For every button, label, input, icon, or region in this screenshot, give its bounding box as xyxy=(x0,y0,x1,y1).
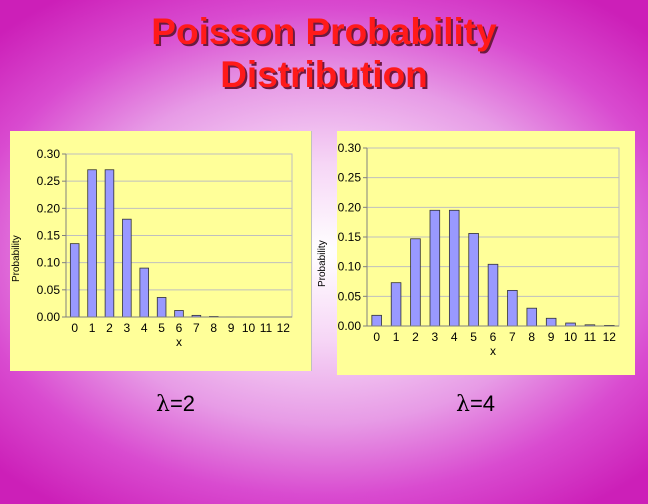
bar-9 xyxy=(545,317,557,327)
x-tick-label: 9 xyxy=(548,330,555,344)
x-tick-label: 11 xyxy=(584,330,597,344)
y-tick-label: 0.05 xyxy=(338,289,362,303)
x-tick-label: 12 xyxy=(603,330,617,344)
x-tick-label: 10 xyxy=(564,330,578,344)
y-tick-label: 0.30 xyxy=(338,141,362,155)
x-axis-label: x xyxy=(490,344,496,358)
bar-0 xyxy=(371,314,382,327)
x-tick-label: 2 xyxy=(106,321,113,335)
y-tick-label: 0.15 xyxy=(37,229,61,243)
bar-6 xyxy=(487,263,499,327)
bar-4 xyxy=(448,209,460,327)
y-tick-label: 0.10 xyxy=(37,256,61,270)
x-tick-label: 4 xyxy=(451,330,458,344)
x-tick-label: 4 xyxy=(141,321,148,335)
x-tick-label: 9 xyxy=(228,321,235,335)
x-tick-label: 2 xyxy=(412,330,419,344)
ylabel-left: Probability xyxy=(11,235,22,282)
y-tick-label: 0.20 xyxy=(37,201,61,215)
slide-title-line1: Poisson Probability xyxy=(151,11,497,52)
x-tick-label: 3 xyxy=(124,321,131,335)
bar-1 xyxy=(390,282,402,327)
x-tick-label: 0 xyxy=(71,321,78,335)
x-tick-label: 1 xyxy=(89,321,96,335)
chart-lambda-2-svg: 0.000.050.100.150.200.250.300 1 2 3 4 5 6 7 8 9 10… xyxy=(37,147,293,349)
y-tick-label: 0.10 xyxy=(338,260,362,274)
bar-3 xyxy=(429,209,441,327)
x-tick-label: 7 xyxy=(193,321,200,335)
bar-5 xyxy=(468,233,479,327)
x-tick-label: 5 xyxy=(470,330,477,344)
bar-7 xyxy=(507,289,518,327)
caption-left-text: =2 xyxy=(169,391,196,416)
chart-lambda-4: 0.00 0.05 0.10 0.15 0.20 0.25 0.30 0 1 2 3 4 5 6 7 8 9 10… xyxy=(337,131,635,375)
x-tick-label: 0 xyxy=(373,330,380,344)
y-tick-label: 0.20 xyxy=(338,200,362,214)
x-tick-label: 6 xyxy=(490,330,497,344)
x-tick-label: 6 xyxy=(176,321,183,335)
lambda-symbol-left: λ xyxy=(156,392,170,417)
caption-lambda-2: λ=2 xyxy=(156,391,195,417)
x-tick-label: 5 xyxy=(158,321,165,335)
x-tick-label: 7 xyxy=(509,330,516,344)
bar-2 xyxy=(410,238,421,327)
x-tick-label: 10 xyxy=(242,321,256,335)
chart-lambda-4-svg: 0.000.050.100.150.200.250.300 1 2 3 4 5 6 7 8 9 10… xyxy=(338,141,620,358)
bar-4 xyxy=(139,267,149,318)
y-tick-label: 0.00 xyxy=(37,310,61,324)
slide-title-line2: Distribution xyxy=(220,54,428,95)
bar-1 xyxy=(87,169,97,318)
x-tick-label: 3 xyxy=(432,330,439,344)
ylabel-right: Probability xyxy=(317,240,328,287)
x-tick-label: 1 xyxy=(393,330,400,344)
bar-6 xyxy=(174,310,184,318)
bar-5 xyxy=(156,297,167,318)
y-tick-label: 0.15 xyxy=(338,230,362,244)
y-tick-label: 0.25 xyxy=(338,171,362,185)
slide-title: Poisson Probability Distribution xyxy=(0,10,648,96)
lambda-symbol-right: λ xyxy=(456,392,470,417)
x-tick-label: 8 xyxy=(528,330,535,344)
caption-right-text: =4 xyxy=(469,391,496,416)
y-tick-label: 0.30 xyxy=(37,147,61,161)
bar-2 xyxy=(104,169,115,318)
x-tick-label: 12 xyxy=(277,321,291,335)
bar-0 xyxy=(69,243,80,318)
x-axis-label: x xyxy=(176,335,182,349)
y-tick-label: 0.25 xyxy=(37,174,61,188)
y-tick-label: 0.05 xyxy=(37,283,61,297)
bar-3 xyxy=(122,218,132,318)
bar-8 xyxy=(526,307,538,327)
caption-lambda-4: λ=4 xyxy=(456,391,495,417)
y-tick-label: 0.00 xyxy=(338,319,362,333)
x-tick-label: 8 xyxy=(210,321,217,335)
chart-lambda-2: 0.00 0.05 0.10 0.15 0.20 0.25 0.30 0 1 2 3 4 5 6 7 8 9 10… xyxy=(10,131,312,371)
x-tick-label: 11 xyxy=(260,321,273,335)
